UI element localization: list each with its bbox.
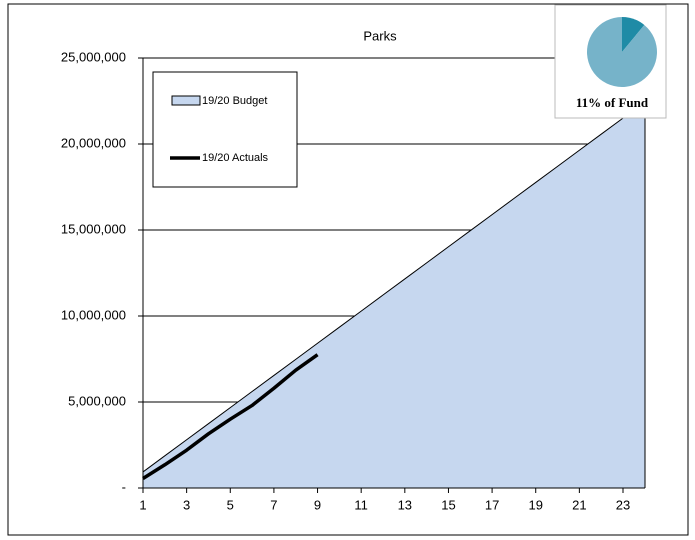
x-tick-label: 9 [314,497,321,512]
y-tick-label: 20,000,000 [61,135,126,150]
x-tick-label: 15 [441,497,455,512]
inset-pie [587,17,658,87]
x-tick-label: 13 [398,497,412,512]
legend-swatch [171,95,201,106]
y-tick-label: - [122,479,126,494]
x-tick-label: 23 [616,497,630,512]
legend [152,71,298,188]
x-tick-label: 17 [485,497,499,512]
x-tick-label: 7 [270,497,277,512]
x-tick-label: 21 [572,497,586,512]
x-tick-label: 3 [183,497,190,512]
chart-title: Parks [363,28,397,43]
x-tick-label: 11 [354,497,368,512]
y-tick-label: 10,000,000 [61,307,126,322]
pie-slice [587,17,658,87]
budget-line [142,101,646,473]
y-tick-label: 25,000,000 [61,49,126,64]
x-tick-label: 1 [139,497,146,512]
y-tick-label: 15,000,000 [61,221,126,236]
plot: - 5,000,000 10,000,000 15,000,000 20,000,000… [61,49,646,512]
x-tick-label: 5 [227,497,234,512]
actuals-line [142,353,319,481]
legend-label: 19/20 Budget [202,95,267,107]
pie-slice [622,17,645,52]
inset-label: 11% of Fund [576,95,649,110]
legend-items: 19/20 Budget 19/20 Actuals [170,95,269,164]
y-tick-label: 5,000,000 [68,393,126,408]
legend-label: 19/20 Actuals [202,152,269,164]
x-tick-label: 19 [528,497,542,512]
